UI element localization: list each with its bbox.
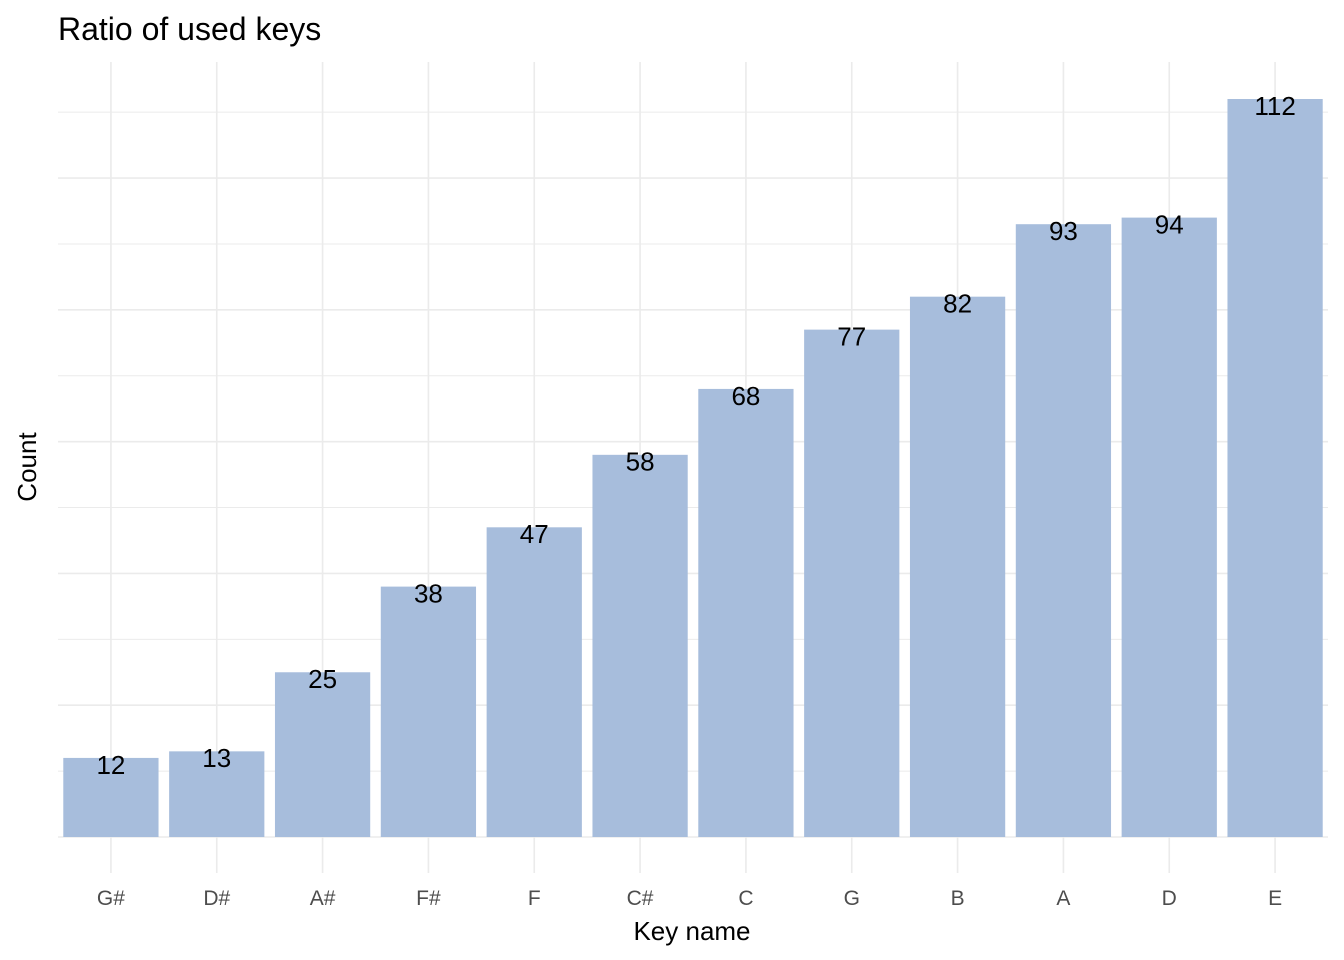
x-tick-label: D — [1162, 887, 1177, 910]
bar-c-sharp — [592, 454, 688, 837]
data-label: 47 — [520, 519, 549, 549]
data-label: 93 — [1049, 216, 1078, 246]
x-tick-label: C — [738, 887, 753, 910]
bar-f-sharp — [380, 586, 477, 837]
x-tick-label: D# — [203, 887, 230, 910]
x-tick-label: F# — [416, 887, 441, 910]
data-label: 12 — [96, 750, 125, 780]
bar-d-sharp — [169, 751, 265, 837]
data-label: 58 — [626, 447, 655, 477]
x-tick-label: A# — [310, 887, 336, 910]
bars — [63, 99, 1323, 838]
bar-f — [486, 527, 582, 837]
y-axis-title: Count — [12, 432, 42, 502]
bar-d — [1121, 217, 1217, 837]
x-tick-label: A — [1056, 887, 1070, 910]
data-labels: 12 13 25 38 47 58 68 77 82 93 94 112 — [96, 91, 1295, 780]
data-label: 68 — [731, 381, 760, 411]
data-label: 25 — [308, 664, 337, 694]
x-tick-label: F — [528, 887, 541, 910]
bar-a — [1015, 224, 1112, 838]
bar-a-sharp — [274, 672, 371, 837]
x-tick-label: G# — [97, 887, 125, 910]
x-tick-label: C# — [627, 887, 654, 910]
x-axis-title: Key name — [633, 916, 750, 946]
data-label: 112 — [1254, 91, 1295, 121]
data-label: 77 — [837, 322, 866, 352]
x-tick-labels: G# D# A# F# F C# C G B A D E — [97, 887, 1282, 910]
data-label: 94 — [1155, 209, 1184, 239]
chart-title: Ratio of used keys — [58, 11, 321, 47]
bar-e — [1227, 99, 1323, 837]
x-tick-label: E — [1268, 887, 1282, 910]
bar-g-sharp — [63, 757, 159, 837]
data-label: 13 — [202, 743, 231, 773]
data-label: 38 — [414, 578, 443, 608]
x-tick-label: G — [844, 887, 860, 910]
x-tick-label: B — [951, 887, 965, 910]
bar-b — [909, 296, 1006, 837]
data-label: 82 — [943, 289, 972, 319]
bar-g — [804, 329, 900, 837]
bar-c — [698, 388, 794, 837]
